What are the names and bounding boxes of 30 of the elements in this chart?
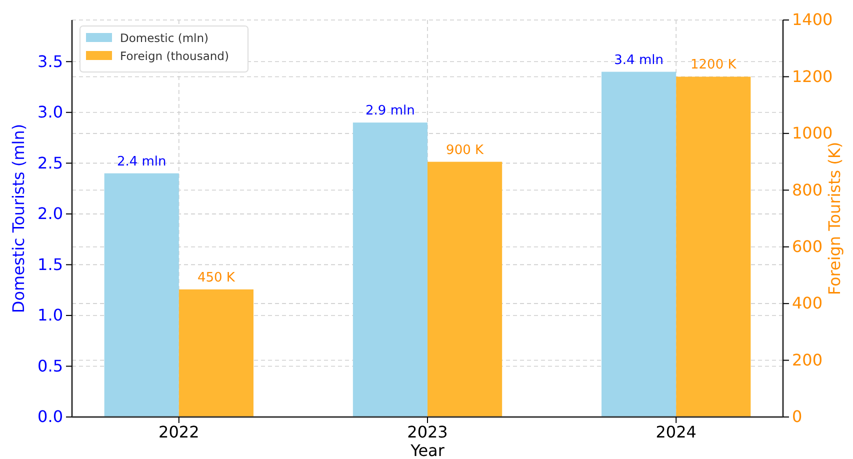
y2-tick-label: 400 xyxy=(792,294,823,313)
y2-tick-label: 1000 xyxy=(792,124,833,143)
y-tick-label: 3.0 xyxy=(38,102,63,122)
y-tick-label: 0.5 xyxy=(38,356,63,376)
y-tick-label: 1.0 xyxy=(38,306,63,325)
y-tick-label: 1.5 xyxy=(38,254,63,274)
x-axis-title: Year xyxy=(410,441,445,459)
y-tick-label: 2.0 xyxy=(38,204,63,224)
y2-tick-label: 600 xyxy=(792,236,823,256)
y2-axis-title: Foreign Tourists (K) xyxy=(825,142,844,296)
y-tick-label: 3.5 xyxy=(38,52,63,71)
y-tick-label: 0.0 xyxy=(38,407,63,426)
x-tick-label: 2024 xyxy=(656,422,696,442)
data-label: 900 K xyxy=(446,142,484,158)
legend-label: Domestic (mln) xyxy=(120,31,209,45)
y2-tick-label: 1200 xyxy=(792,66,833,86)
data-label: 2.9 mln xyxy=(366,104,415,119)
y2-tick-label: 200 xyxy=(792,350,823,370)
y2-tick-label: 0 xyxy=(792,407,802,426)
data-label: 2.4 mln xyxy=(116,154,166,170)
y-axis-title: Domestic Tourists (mln) xyxy=(9,124,28,314)
y2-tick-label: 800 xyxy=(792,180,823,200)
legend-label: Foreign (thousand) xyxy=(120,49,229,63)
x-tick-label: 2022 xyxy=(158,422,200,442)
data-label: 1200 K xyxy=(690,58,737,73)
data-label: 3.4 mln xyxy=(614,52,664,68)
data-label: 450 K xyxy=(197,270,236,286)
y-tick-label: 2.5 xyxy=(38,153,63,172)
x-tick-label: 2023 xyxy=(407,422,448,442)
y2-tick-label: 1400 xyxy=(792,10,833,30)
